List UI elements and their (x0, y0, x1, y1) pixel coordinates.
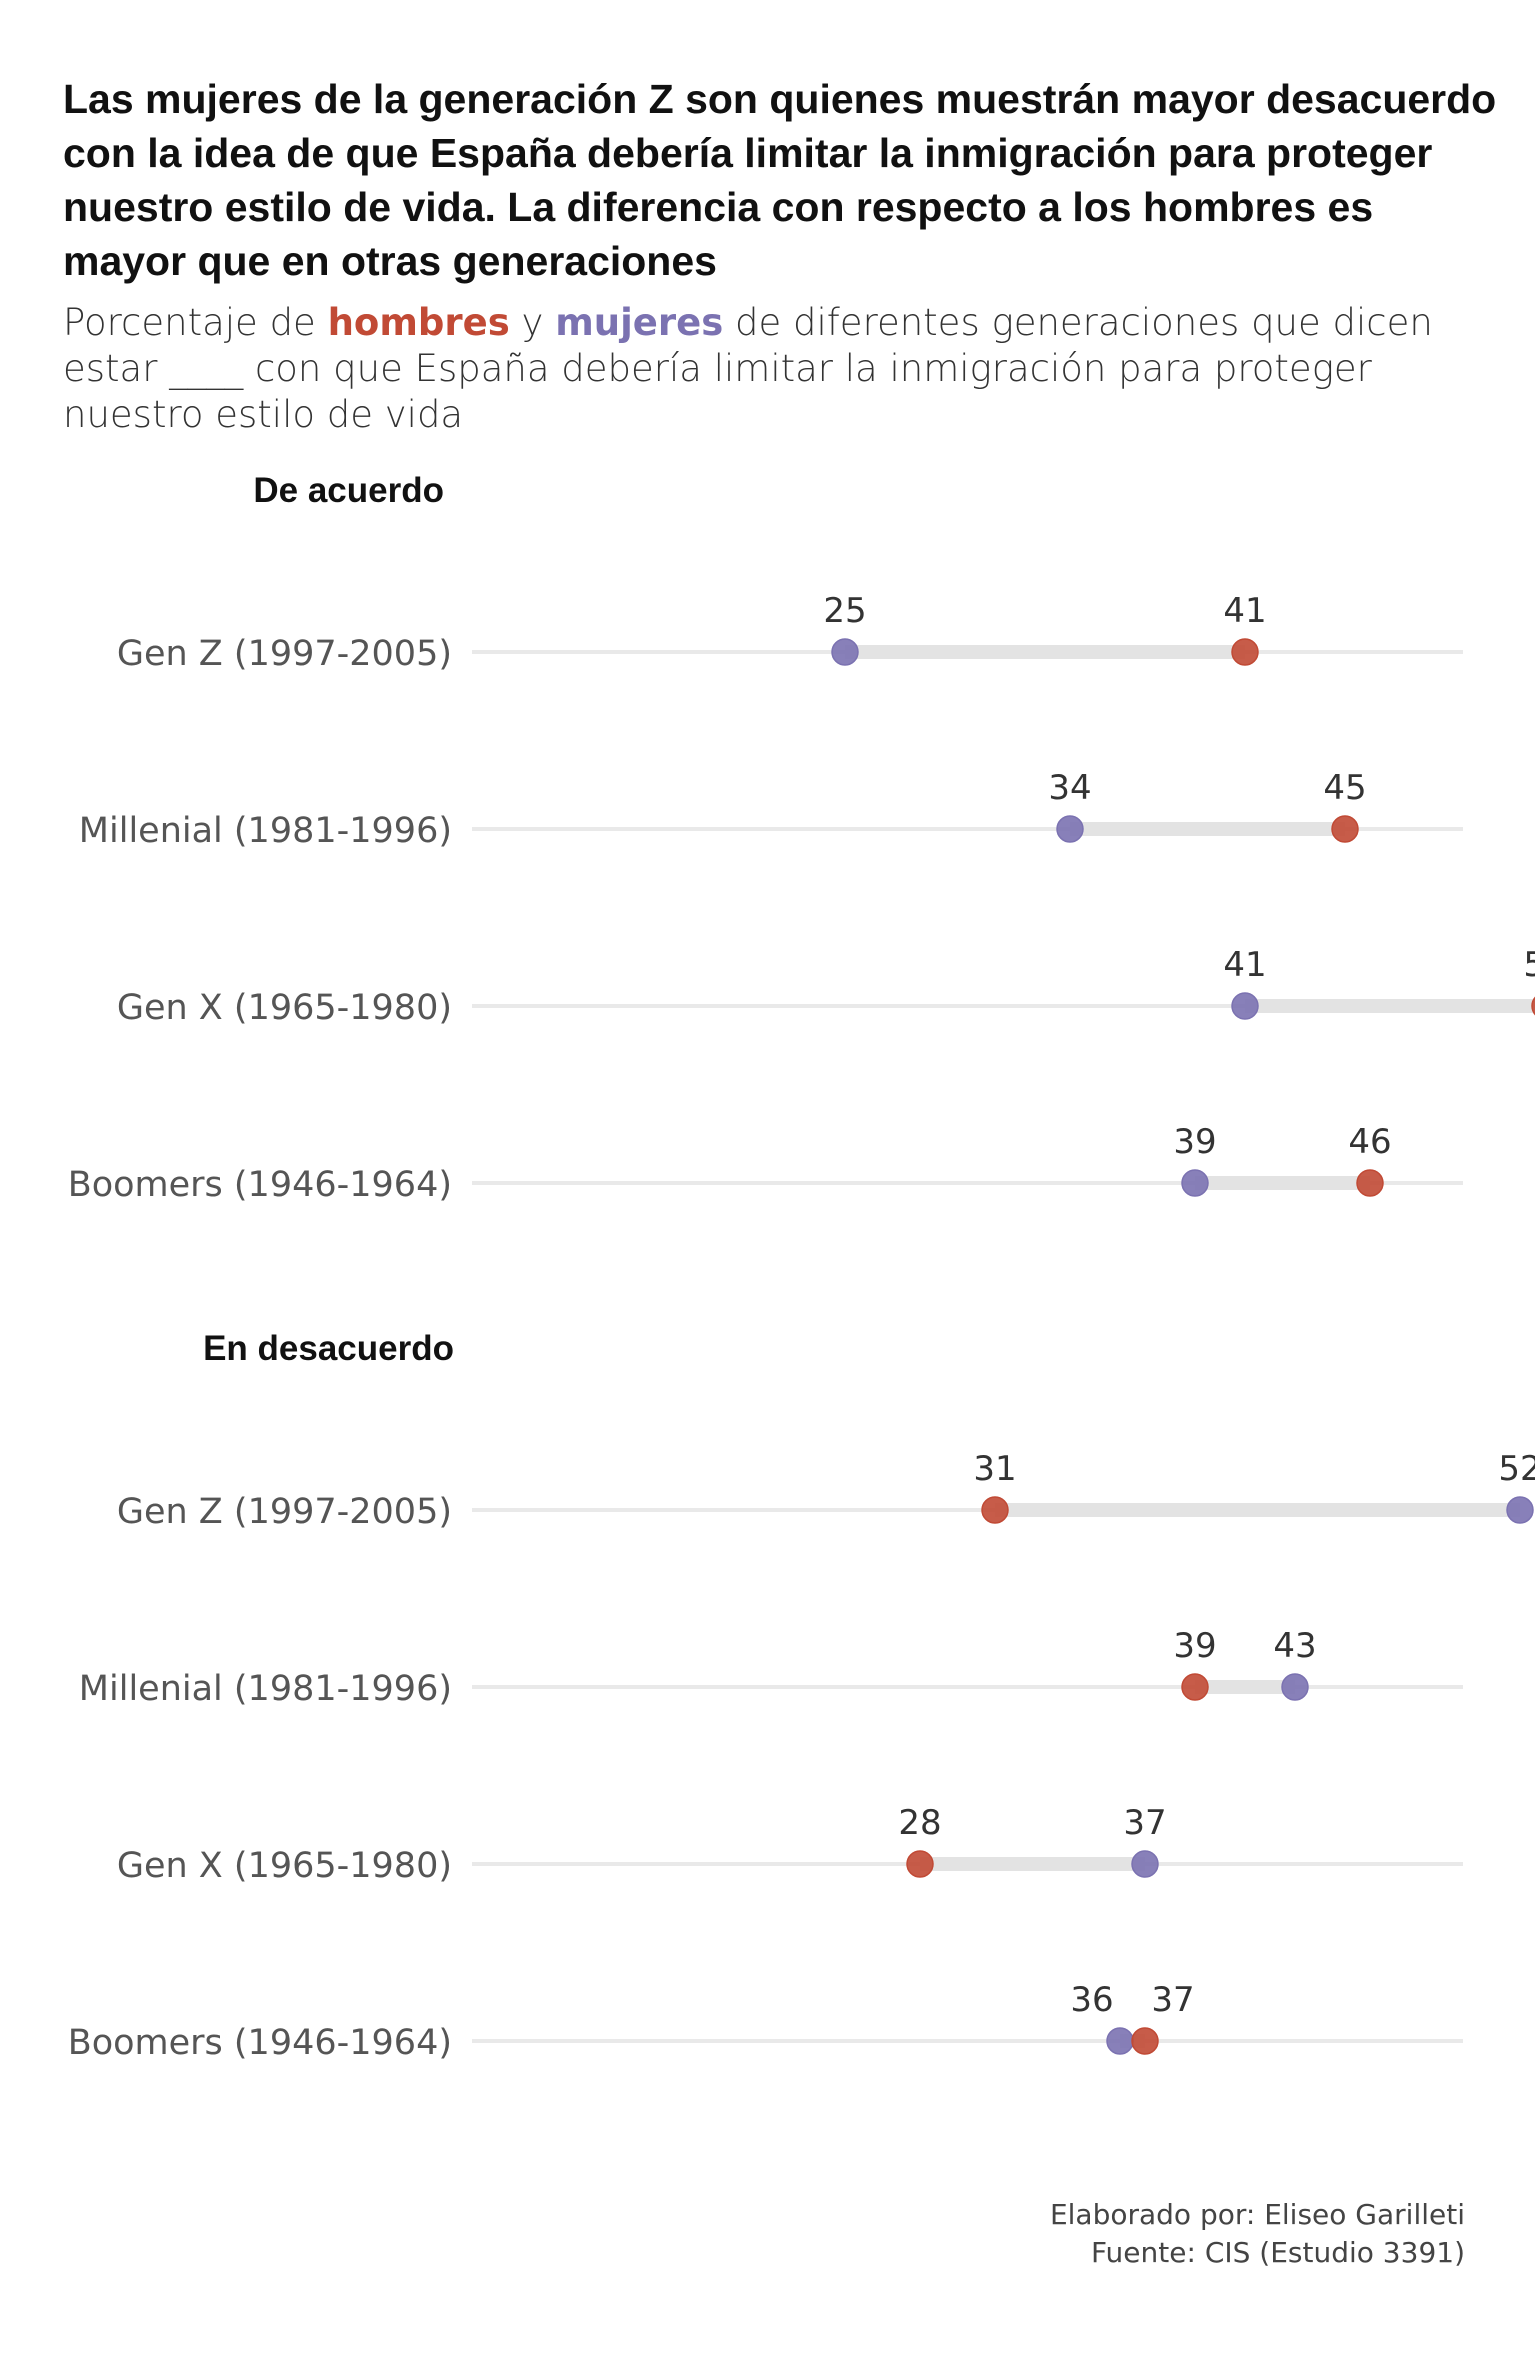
row-label: Millenial (1981-1996) (79, 1669, 452, 1709)
subtitle-text-2: y (509, 301, 556, 344)
value-label-hombres: 37 (1151, 1980, 1194, 2020)
value-label-hombres: 41 (1223, 591, 1266, 631)
caption-source: Fuente: CIS (Estudio 3391) (1090, 2236, 1465, 2269)
chart-title: Las mujeres de la generación Z son quien… (63, 76, 1497, 284)
value-label-mujeres: 43 (1273, 1626, 1316, 1666)
panel-title: En desacuerdo (203, 1329, 454, 1368)
value-label-hombres: 53 (1523, 945, 1535, 985)
row-label: Gen X (1965-1980) (117, 1846, 452, 1886)
legend-men-label: hombres (327, 301, 510, 344)
panel-title: De acuerdo (253, 471, 444, 510)
value-label-mujeres: 52 (1498, 1449, 1535, 1489)
value-label-mujeres: 41 (1223, 945, 1266, 985)
row-label: Millenial (1981-1996) (79, 811, 452, 851)
subtitle-text-3: de diferentes generaciones que dicen est… (63, 301, 1433, 436)
point-hombres (1531, 996, 1535, 1016)
point-hombres (1356, 1169, 1384, 1197)
point-mujeres (1056, 815, 1084, 843)
point-mujeres (1231, 992, 1259, 1020)
value-label-mujeres: 36 (1070, 1980, 1113, 2020)
point-hombres (1131, 2027, 1159, 2055)
row-label: Gen Z (1997-2005) (117, 634, 452, 674)
value-label-mujeres: 25 (823, 591, 866, 631)
value-label-hombres: 39 (1173, 1626, 1216, 1666)
point-hombres (1181, 1673, 1209, 1701)
row-label: Gen Z (1997-2005) (117, 1492, 452, 1532)
value-label-hombres: 46 (1348, 1122, 1391, 1162)
point-hombres (1231, 638, 1259, 666)
chart-subtitle: Porcentaje de hombres y mujeres de difer… (63, 300, 1483, 438)
point-mujeres (1281, 1673, 1309, 1701)
value-label-mujeres: 39 (1173, 1122, 1216, 1162)
value-label-mujeres: 34 (1048, 768, 1091, 808)
point-hombres (906, 1850, 934, 1878)
legend-women-label: mujeres (555, 301, 724, 344)
subtitle-text-1: Porcentaje de (63, 301, 328, 344)
point-mujeres (1506, 1496, 1534, 1524)
row-label: Boomers (1946-1964) (68, 1165, 452, 1205)
point-hombres (1331, 815, 1359, 843)
caption: Elaborado por: Eliseo Garilleti Fuente: … (1050, 2196, 1465, 2272)
caption-author: Elaborado por: Eliseo Garilleti (1049, 2198, 1465, 2231)
row-label: Gen X (1965-1980) (117, 988, 452, 1028)
value-label-hombres: 28 (898, 1803, 941, 1843)
point-mujeres (1106, 2027, 1134, 2055)
value-label-mujeres: 37 (1123, 1803, 1166, 1843)
point-mujeres (1131, 1850, 1159, 1878)
value-label-hombres: 31 (973, 1449, 1016, 1489)
point-mujeres (1181, 1169, 1209, 1197)
value-label-hombres: 45 (1323, 768, 1366, 808)
row-label: Boomers (1946-1964) (68, 2023, 452, 2063)
point-mujeres (831, 638, 859, 666)
point-hombres (981, 1496, 1009, 1524)
